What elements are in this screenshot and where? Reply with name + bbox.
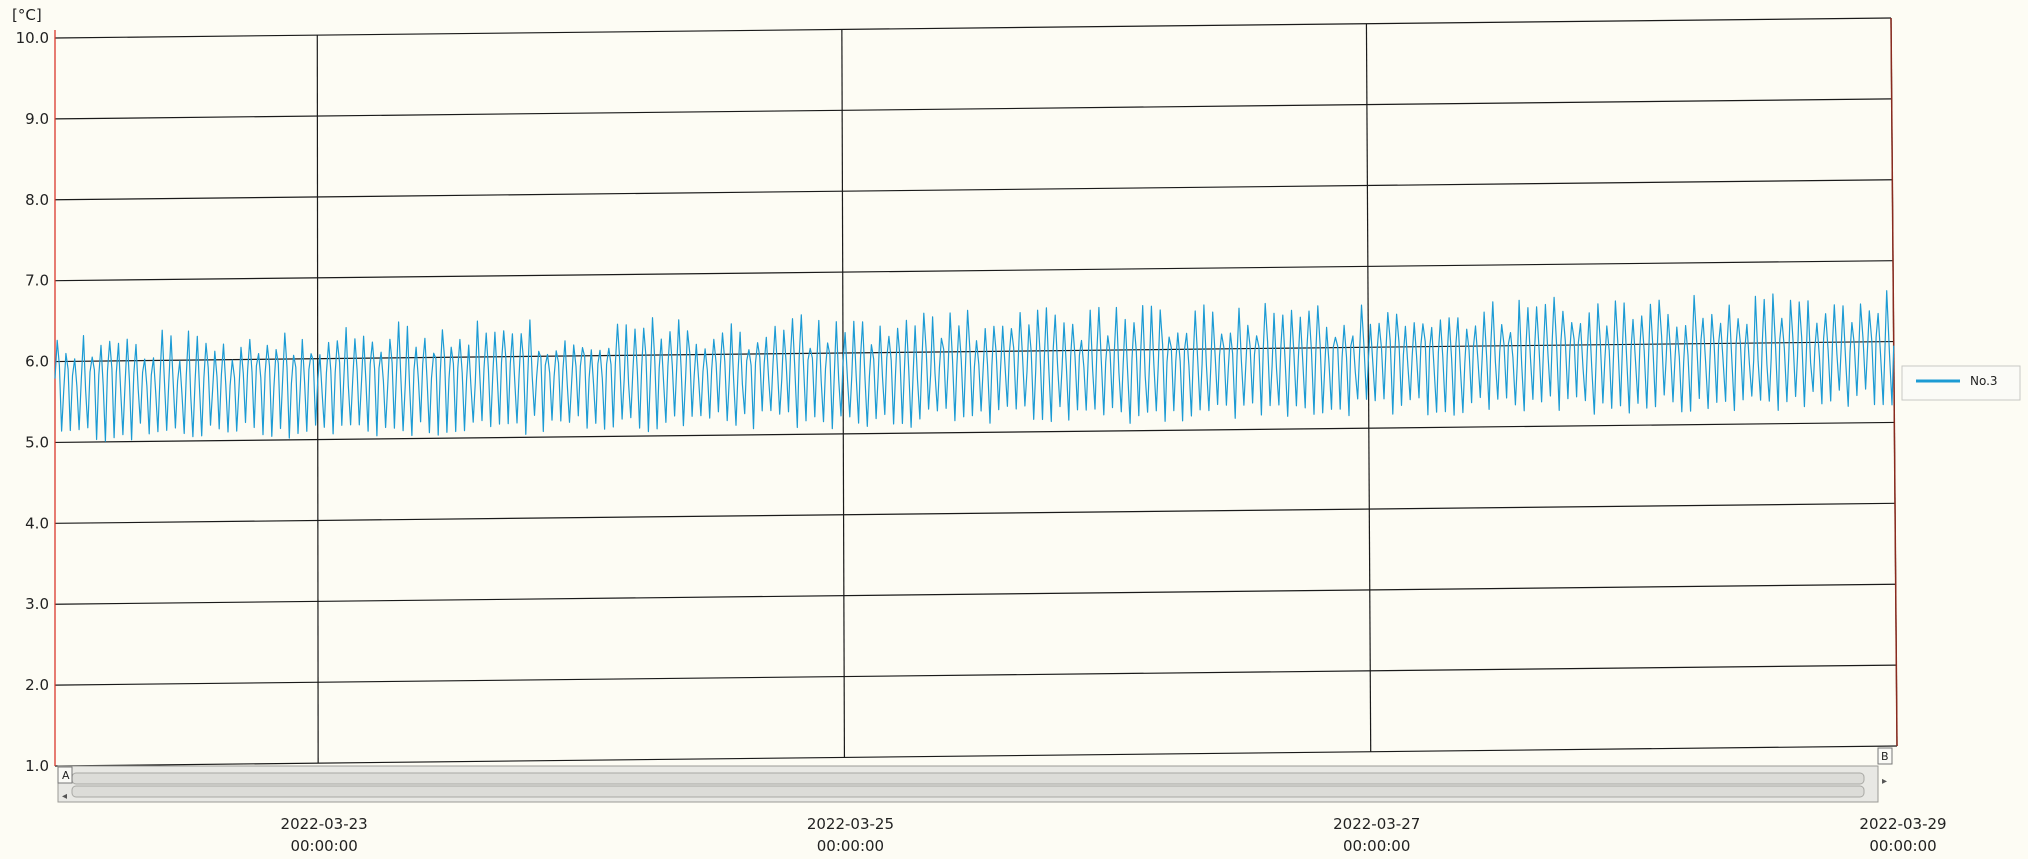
scrollbar-thumb-lower[interactable] [71, 785, 1865, 798]
y-gridline [54, 260, 1894, 282]
x-gridline [841, 29, 846, 758]
y-tick-label: 2.0 [25, 676, 49, 694]
y-gridline [54, 583, 1896, 605]
x-tick-time: 00:00:00 [1343, 837, 1410, 855]
y-tick-label: 10.0 [16, 29, 49, 47]
y-tick-label: 4.0 [25, 514, 49, 532]
x-gridline [1365, 23, 1372, 752]
x-tick-time: 00:00:00 [290, 837, 357, 855]
y-tick-label: 1.0 [25, 757, 49, 775]
time-scrollbar[interactable]: A B ◂ ▸ [57, 747, 1893, 803]
y-gridline [54, 664, 1897, 686]
range-marker-a[interactable] [57, 766, 73, 784]
y-axis: 10.0 9.0 8.0 7.0 6.0 5.0 4.0 3.0 2.0 1.0 [16, 29, 49, 775]
scroll-right-arrow-icon[interactable]: ▸ [1882, 776, 1887, 787]
y-tick-label: 5.0 [25, 433, 49, 451]
scroll-left-arrow-icon[interactable]: ◂ [62, 791, 67, 802]
x-tick-date: 2022-03-29 [1859, 815, 1946, 833]
x-tick-date: 2022-03-25 [807, 815, 894, 833]
right-axis-line [1890, 17, 1898, 747]
range-marker-a-label: A [62, 769, 70, 782]
y-gridline [54, 98, 1892, 120]
x-tick-date: 2022-03-23 [281, 815, 368, 833]
grid [54, 17, 1898, 767]
y-gridline [54, 502, 1896, 524]
y-axis-unit: [°C] [12, 6, 42, 24]
series-layer [54, 290, 1895, 442]
x-tick-time: 00:00:00 [1869, 837, 1936, 855]
legend: No.3 [1901, 365, 2021, 401]
range-marker-b[interactable] [1877, 747, 1893, 765]
y-gridline [54, 421, 1895, 444]
y-tick-label: 9.0 [25, 110, 49, 128]
y-tick-label: 7.0 [25, 272, 49, 290]
legend-label-no3: No.3 [1970, 374, 1998, 388]
x-tick-time: 00:00:00 [817, 837, 884, 855]
y-tick-label: 3.0 [25, 595, 49, 613]
y-tick-label: 6.0 [25, 353, 49, 371]
series-line-no3 [54, 290, 1895, 442]
x-tick-date: 2022-03-27 [1333, 815, 1420, 833]
scrollbar-thumb[interactable] [71, 772, 1865, 785]
range-marker-b-label: B [1881, 750, 1889, 763]
y-gridline [54, 745, 1898, 767]
x-axis: 2022-03-23 00:00:00 2022-03-25 00:00:00 2022… [281, 815, 1947, 855]
y-gridline [54, 17, 1892, 39]
y-tick-label: 8.0 [25, 191, 49, 209]
x-gridline [316, 35, 319, 764]
y-gridline [54, 179, 1893, 201]
